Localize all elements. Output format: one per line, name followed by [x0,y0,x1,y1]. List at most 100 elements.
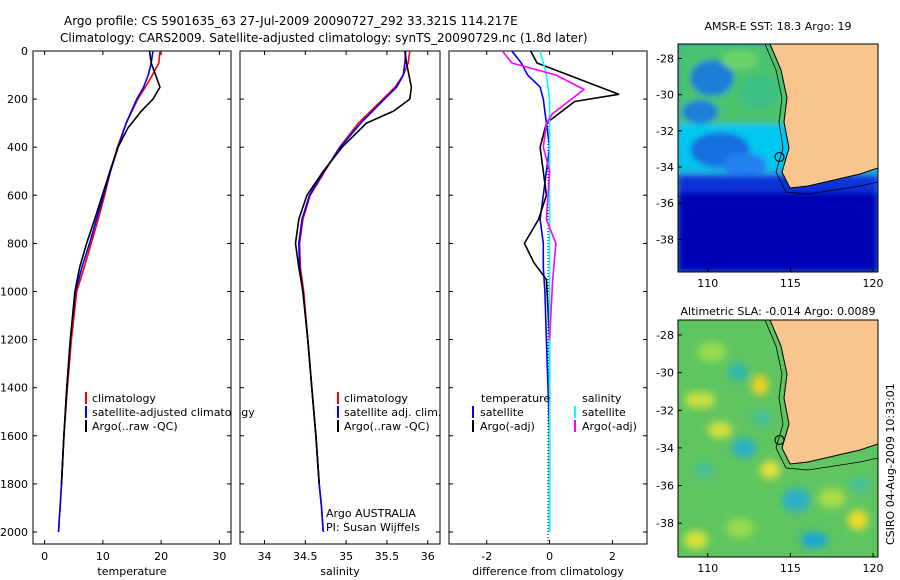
y-tick-label: 0 [21,45,28,58]
map-y-tick-label: -38 [656,233,674,246]
map-y-tick-label: -30 [656,89,674,102]
sla-map-ticks: 110 115 120 -28 -30 -32 -34 -36 -38 [656,329,884,575]
x-tick-label: 34.5 [293,550,318,563]
salinity-axes-box [239,50,441,545]
y-tick-label: 1000 [0,285,28,298]
x-tick-label: 34 [257,550,271,563]
x-tick-label: -2 [481,550,492,563]
x-tick-label: 36 [421,550,435,563]
y-tick-label: 1400 [0,382,28,395]
map-y-tick-label: -34 [656,442,674,455]
x-tick-label: 0 [41,550,48,563]
series-line-satellite-adjusted-climatology [57,50,154,533]
series-line-salinity-argo-adj [501,50,585,340]
sla-map-title: Altimetric SLA: -0.014 Argo: 0.0089 [681,305,876,318]
y-tick-label: 800 [7,237,28,250]
y-tick-label: 2000 [0,526,28,539]
temperature-ticks: 0 200 400 600 800 1000 1200 1400 1600 1800 2000 0 10… [0,45,231,563]
y-tick-label: 1800 [0,478,28,491]
legend-label-argo: Argo(..raw -QC) [92,420,178,433]
series-line-salinity-satellite [539,50,551,532]
sst-land [770,44,878,188]
sst-map-ticks: 110 115 120 -28 -30 -32 -34 -36 -38 [656,52,884,290]
sst-coastline [769,44,878,189]
sla-isobath [764,320,878,471]
legend-header-temperature: temperature [481,392,550,405]
y-tick-label: 200 [7,93,28,106]
sla-float-marker [774,434,785,446]
legend-label-satellite-adjusted: satellite-adjusted climatology [92,406,255,419]
map-x-tick-label: 110 [697,277,718,290]
map-y-tick-label: -32 [656,404,674,417]
x-tick-label: 0 [546,550,553,563]
legend-label-sal-argo: Argo(-adj) [582,420,637,433]
salinity-lines [294,50,413,533]
temperature-axes-box [32,50,232,545]
difference-ticks: -2 0 2 [449,50,647,563]
map-y-tick-label: -36 [656,480,674,493]
sst-float-marker [774,151,785,163]
salinity-ticks: 34 34.5 35 35.5 36 [240,50,440,563]
x-tick-label: 10 [96,550,110,563]
series-line-climatology [298,50,411,533]
temperature-panel: 0 200 400 600 800 1000 1200 1400 1600 1800 2000 0 10… [0,45,255,578]
map-y-tick-label: -28 [656,52,674,65]
x-tick-label: 35 [339,550,353,563]
difference-lines [501,50,620,532]
series-line-climatology [57,50,161,533]
x-tick-label: 35.5 [375,550,400,563]
difference-xlabel: difference from climatology [472,565,624,578]
footer-credit: CSIRO 04-Aug-2009 10:33:01 [884,383,897,545]
map-x-tick-label: 115 [780,562,801,575]
map-y-tick-label: -32 [656,125,674,138]
legend-label-argo: Argo(..raw -QC) [344,420,430,433]
legend-label-sal-satellite: satellite [582,406,626,419]
series-line-satellite-adj-clim [297,50,407,533]
salinity-xlabel: salinity [320,565,360,578]
sst-isobath [764,44,878,195]
temperature-xlabel: temperature [97,565,166,578]
map-y-tick-label: -38 [656,517,674,530]
legend-label-climatology: climatology [92,392,156,405]
map-x-tick-label: 115 [780,277,801,290]
legend-label-climatology: climatology [344,392,408,405]
y-tick-label: 1600 [0,430,28,443]
map-x-tick-label: 110 [697,562,718,575]
sst-map: AMSR-E SST: 18.3 Argo: 19 110 115 120 -28 -3… [656,20,884,290]
sla-coastline [769,320,878,465]
sla-map: Altimetric SLA: -0.014 Argo: 0.0089 [656,305,884,575]
x-tick-label: 20 [154,550,168,563]
figure-title-line2: Climatology: CARS2009. Satellite-adjuste… [60,31,588,45]
series-line-temperature-satellite [511,50,551,532]
map-y-tick-label: -30 [656,367,674,380]
legend-label-temp-satellite: satellite [480,406,524,419]
sst-field [678,44,878,272]
figure-title-line1: Argo profile: CS 5901635_63 27-Jul-2009 … [64,14,518,28]
series-line-argo-raw-qc [60,50,161,484]
temperature-lines [57,50,161,533]
sst-map-frame [677,43,879,273]
map-y-tick-label: -28 [656,329,674,342]
series-line-argo-raw-qc [294,50,413,484]
sla-map-frame [677,319,879,558]
annotation-pi: PI: Susan Wijffels [326,521,420,534]
sla-land [770,320,878,464]
map-y-tick-label: -34 [656,161,674,174]
difference-legend: temperature salinity satellite Argo(-adj… [472,392,637,433]
sst-map-title: AMSR-E SST: 18.3 Argo: 19 [704,20,851,33]
salinity-legend: climatology satellite adj. clim. Argo(..… [337,392,441,433]
sla-field [678,320,878,557]
y-tick-label: 600 [7,189,28,202]
map-x-tick-label: 120 [863,562,884,575]
sla-patches [684,342,870,549]
x-tick-label: 30 [212,550,226,563]
series-line-temperature-argo-adj [523,50,620,484]
x-tick-label: 2 [609,550,616,563]
difference-panel: -2 0 2 difference from climatology tempera… [448,50,648,578]
map-x-tick-label: 120 [863,277,884,290]
map-y-tick-label: -36 [656,197,674,210]
legend-label-satellite-adj: satellite adj. clim. [344,406,441,419]
temperature-legend: climatology satellite-adjusted climatolo… [85,392,255,433]
legend-header-salinity: salinity [582,392,622,405]
